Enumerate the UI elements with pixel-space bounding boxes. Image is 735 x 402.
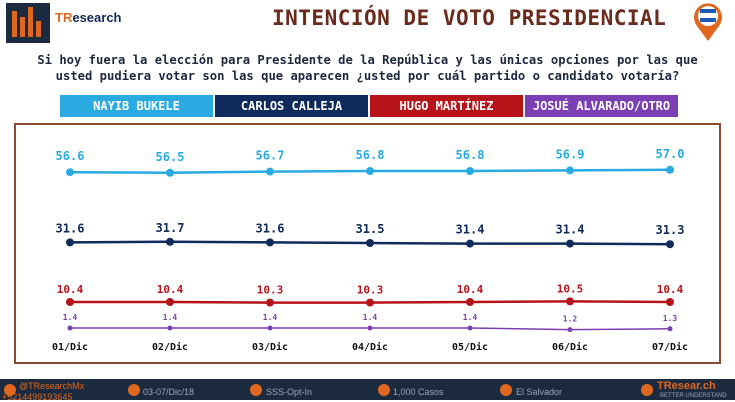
data-point-calleja [566, 239, 574, 248]
footer-country: El Salvador [516, 387, 563, 397]
logo-mark [6, 3, 50, 43]
page-title: INTENCIÓN DE VOTO PRESIDENCIAL [272, 6, 667, 30]
data-point-bukele [366, 167, 374, 175]
legend-alvarado: JOSUÉ ALVARADO/OTRO [525, 95, 678, 117]
data-point-bukele [566, 166, 574, 175]
x-tick-label: 06/Dic [552, 341, 588, 353]
data-label-bukele: 56.9 [556, 147, 585, 161]
data-label-martinez: 10.5 [557, 282, 584, 295]
data-label-bukele: 57.0 [656, 147, 685, 161]
logo-tr: TR [55, 10, 73, 25]
data-point-bukele [666, 165, 674, 174]
footer-tagline: BETTER UNDERSTAND [660, 393, 727, 399]
data-point-calleja [466, 239, 474, 248]
survey-question: Si hoy fuera la elección para Presidente… [37, 53, 698, 83]
x-tick-label: 04/Dic [352, 341, 388, 353]
data-point-alvarado [367, 325, 373, 331]
data-label-martinez: 10.4 [657, 283, 684, 296]
data-label-calleja: 31.4 [456, 223, 485, 237]
map-icon [500, 384, 512, 396]
data-label-alvarado: 1.4 [63, 313, 78, 322]
footer: @TResearchMx +5214499193645 03-07/Dic/18… [0, 379, 735, 402]
data-point-martinez [366, 298, 374, 307]
data-label-calleja: 31.7 [156, 221, 185, 235]
data-label-alvarado: 1.4 [163, 313, 178, 322]
data-label-bukele: 56.6 [56, 149, 85, 163]
data-point-martinez [266, 298, 274, 307]
data-label-alvarado: 1.2 [563, 315, 578, 324]
data-point-bukele [266, 167, 274, 176]
data-point-martinez [166, 298, 174, 306]
legend-bukele: NAYIB BUKELE [60, 95, 213, 117]
footer-dates: 03-07/Dic/18 [143, 387, 195, 397]
data-point-alvarado [167, 325, 173, 331]
data-label-bukele: 56.8 [456, 148, 485, 162]
data-point-alvarado [267, 325, 273, 331]
footer-site: TResear.ch [657, 380, 716, 392]
method-icon [250, 384, 262, 396]
x-tick-label: 01/Dic [52, 341, 88, 353]
data-label-alvarado: 1.3 [663, 314, 678, 323]
data-point-bukele [66, 168, 74, 177]
x-tick-label: 02/Dic [152, 341, 188, 353]
x-tick-label: 05/Dic [452, 341, 488, 353]
data-label-martinez: 10.4 [57, 283, 84, 296]
data-label-calleja: 31.6 [56, 221, 85, 235]
data-label-martinez: 10.4 [457, 283, 484, 296]
data-point-martinez [66, 298, 74, 306]
data-label-alvarado: 1.4 [363, 313, 378, 322]
data-label-bukele: 56.7 [256, 149, 285, 163]
data-label-bukele: 56.8 [356, 148, 385, 162]
data-label-martinez: 10.3 [357, 284, 384, 297]
data-point-alvarado [667, 326, 673, 332]
twitter-icon [4, 384, 16, 396]
data-point-alvarado [467, 325, 473, 331]
header: TResearch INTENCIÓN DE VOTO PRESIDENCIAL [0, 0, 735, 44]
legend-calleja: CARLOS CALLEJA [215, 95, 368, 117]
data-point-bukele [466, 167, 474, 175]
footer-cases: 1,000 Casos [393, 387, 444, 397]
people-icon [378, 384, 390, 396]
data-point-alvarado [67, 325, 73, 331]
data-point-calleja [366, 239, 374, 247]
data-label-calleja: 31.6 [256, 221, 285, 235]
location-pin-icon [694, 3, 722, 42]
x-tick-label: 03/Dic [252, 341, 288, 353]
data-label-alvarado: 1.4 [463, 313, 478, 322]
data-point-calleja [66, 238, 74, 247]
logo-rest: esearch [72, 10, 122, 25]
data-label-bukele: 56.5 [156, 150, 185, 164]
data-point-martinez [666, 298, 674, 306]
data-label-martinez: 10.4 [157, 283, 184, 296]
legend-martinez: HUGO MARTÍNEZ [370, 95, 523, 117]
logo-text: TResearch [55, 10, 122, 25]
x-tick-label: 07/Dic [652, 341, 688, 353]
calendar-icon [128, 384, 140, 396]
data-point-calleja [266, 238, 274, 247]
data-point-calleja [166, 237, 174, 246]
data-label-martinez: 10.3 [257, 284, 284, 297]
data-point-martinez [566, 297, 574, 306]
data-point-calleja [666, 240, 674, 249]
web-icon [641, 384, 653, 396]
data-label-calleja: 31.5 [356, 222, 385, 236]
data-point-martinez [466, 298, 474, 306]
data-label-calleja: 31.3 [656, 223, 685, 237]
data-point-bukele [166, 168, 174, 177]
footer-phone: +5214499193645 [2, 392, 73, 402]
footer-method: SSS-Opt-In [266, 387, 313, 397]
data-label-alvarado: 1.4 [263, 313, 278, 322]
footer-twitter: @TResearchMx [19, 381, 85, 391]
data-label-calleja: 31.4 [556, 223, 585, 237]
data-point-alvarado [567, 327, 573, 333]
